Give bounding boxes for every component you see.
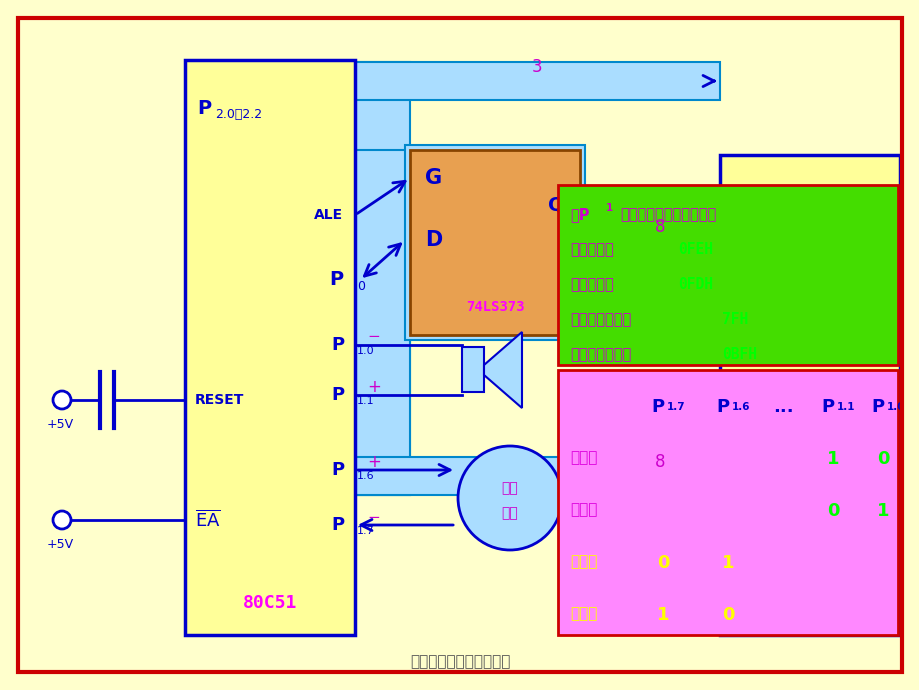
Text: +5V: +5V [46, 418, 74, 431]
Text: 74LS373: 74LS373 [465, 300, 524, 314]
Text: 0FEH: 0FEH [677, 242, 712, 257]
Text: P: P [870, 398, 883, 416]
Bar [355, 62, 410, 495]
Text: 0: 0 [826, 502, 838, 520]
Text: 电铃断: 电铃断 [570, 502, 596, 517]
Text: P: P [332, 386, 345, 404]
Text: +: + [367, 378, 380, 396]
Text: +: + [367, 453, 380, 471]
Text: P: P [716, 398, 729, 416]
Text: P: P [197, 99, 210, 117]
Text: 8～10: 8～10 [749, 197, 780, 210]
Text: D: D [732, 471, 747, 489]
Text: 1.0: 1.0 [886, 402, 904, 412]
Text: G: G [425, 168, 442, 188]
Text: 断开扩音设备：: 断开扩音设备： [570, 347, 630, 362]
Bar [404, 145, 584, 340]
Text: 1.1: 1.1 [836, 402, 855, 412]
Text: 接通电铃：: 接通电铃： [570, 242, 613, 257]
Text: 7～0: 7～0 [749, 480, 773, 493]
Bar [720, 155, 899, 635]
Text: RESET: RESET [195, 393, 244, 407]
Circle shape [458, 446, 562, 550]
Text: 1: 1 [876, 502, 889, 520]
Text: ...: ... [772, 398, 792, 416]
Text: 80C51: 80C51 [243, 594, 297, 612]
Text: P: P [328, 270, 343, 290]
Circle shape [53, 511, 71, 529]
Text: 设备: 设备 [501, 506, 517, 520]
Text: $\overline{\mathrm{EA}}$: $\overline{\mathrm{EA}}$ [195, 510, 221, 531]
Text: 0: 0 [721, 606, 733, 624]
Text: −: − [367, 509, 380, 524]
Text: 0: 0 [656, 554, 668, 572]
Text: 6116: 6116 [782, 545, 836, 565]
Circle shape [53, 391, 71, 409]
Bar [558, 370, 897, 635]
Text: P: P [332, 461, 345, 479]
Text: −: − [367, 330, 380, 344]
Text: 断开电铃：: 断开电铃： [570, 277, 613, 292]
Text: 由P: 由P [570, 207, 589, 222]
Text: 1.6: 1.6 [732, 402, 750, 412]
Text: ALE: ALE [313, 208, 343, 222]
Text: 1.7: 1.7 [666, 402, 685, 412]
Text: P: P [651, 398, 664, 416]
Text: 8: 8 [654, 218, 664, 236]
Text: 0: 0 [577, 206, 585, 219]
Text: P: P [332, 336, 345, 354]
Text: 0: 0 [876, 450, 889, 468]
Text: 7～0: 7～0 [749, 319, 773, 333]
Text: 8: 8 [654, 453, 664, 471]
Text: 7FH: 7FH [721, 312, 747, 327]
Text: Q: Q [548, 195, 564, 215]
Polygon shape [483, 332, 521, 408]
Bar [355, 62, 720, 100]
Text: 接通扩音设备：: 接通扩音设备： [570, 312, 630, 327]
Text: 1.6: 1.6 [357, 471, 374, 481]
Text: 0: 0 [357, 281, 365, 293]
Text: 1.7: 1.7 [357, 526, 374, 536]
Text: 3: 3 [531, 58, 542, 76]
Text: 扩音通: 扩音通 [570, 554, 596, 569]
Text: 1.1: 1.1 [357, 396, 374, 406]
Bar [410, 150, 579, 335]
Bar [558, 185, 897, 365]
Text: 1.0: 1.0 [357, 346, 374, 356]
Text: P: P [332, 516, 345, 534]
Bar [461, 348, 483, 393]
Text: 1: 1 [606, 203, 613, 213]
Text: 电铃通: 电铃通 [570, 450, 596, 465]
Bar [355, 150, 410, 495]
Bar [185, 60, 355, 635]
Text: 2.0～2.2: 2.0～2.2 [215, 108, 262, 121]
Text: +5V: +5V [46, 538, 74, 551]
Bar [355, 457, 720, 495]
Text: 0FDH: 0FDH [677, 277, 712, 292]
Text: 扩音: 扩音 [501, 481, 517, 495]
Text: 1: 1 [721, 554, 733, 572]
Text: P: P [821, 398, 834, 416]
Text: D: D [425, 230, 442, 250]
Bar [579, 222, 720, 260]
Text: 口输出控制码进行控制：: 口输出控制码进行控制： [619, 207, 716, 222]
Text: A: A [732, 310, 746, 330]
Text: 扩音断: 扩音断 [570, 606, 596, 621]
Text: 1: 1 [656, 606, 668, 624]
Text: A: A [732, 188, 746, 206]
Text: 片机应用及开发技术课件: 片机应用及开发技术课件 [409, 655, 510, 669]
Text: 0BFH: 0BFH [721, 347, 756, 362]
Text: 1: 1 [826, 450, 838, 468]
